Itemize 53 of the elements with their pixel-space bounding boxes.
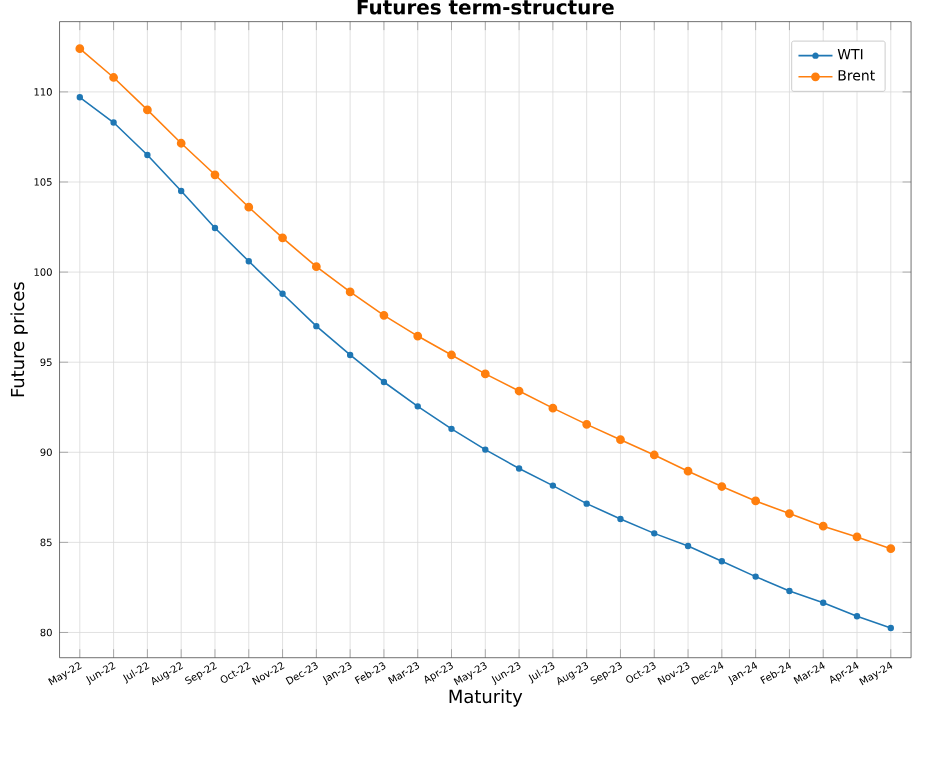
y-axis-title: Future prices bbox=[10, 281, 28, 397]
point bbox=[211, 224, 219, 231]
chart-title: Futures term-structure bbox=[357, 0, 614, 15]
point bbox=[244, 202, 254, 212]
point bbox=[447, 350, 456, 360]
point bbox=[548, 403, 558, 413]
point bbox=[278, 233, 287, 242]
point bbox=[482, 446, 489, 453]
point bbox=[649, 450, 659, 460]
point bbox=[311, 262, 321, 271]
point bbox=[176, 138, 186, 148]
point bbox=[380, 378, 388, 385]
point bbox=[786, 587, 793, 594]
point bbox=[414, 402, 421, 410]
point bbox=[313, 322, 320, 330]
point bbox=[684, 542, 692, 549]
point bbox=[853, 612, 861, 620]
point bbox=[785, 508, 794, 518]
point bbox=[144, 151, 151, 158]
point bbox=[279, 290, 286, 297]
point bbox=[886, 544, 896, 553]
point bbox=[448, 425, 455, 432]
point bbox=[616, 435, 625, 444]
point bbox=[717, 481, 727, 491]
point bbox=[76, 93, 84, 101]
point bbox=[549, 482, 557, 489]
point bbox=[651, 529, 658, 537]
point bbox=[379, 310, 389, 320]
point bbox=[718, 557, 726, 565]
point bbox=[617, 515, 624, 522]
point bbox=[887, 624, 894, 631]
point bbox=[818, 521, 828, 531]
point bbox=[245, 257, 252, 265]
point bbox=[346, 351, 354, 358]
point bbox=[143, 105, 152, 115]
point bbox=[583, 500, 590, 507]
point bbox=[514, 386, 524, 396]
point bbox=[413, 331, 423, 341]
point bbox=[683, 466, 693, 476]
point bbox=[110, 119, 117, 126]
point bbox=[210, 170, 220, 179]
point bbox=[177, 187, 185, 194]
point bbox=[75, 43, 85, 53]
point bbox=[752, 573, 759, 580]
point bbox=[345, 287, 355, 297]
point bbox=[852, 532, 862, 542]
x-axis-title: Maturity bbox=[449, 689, 523, 707]
point bbox=[582, 419, 592, 429]
point bbox=[820, 599, 827, 606]
point bbox=[480, 369, 490, 379]
point bbox=[515, 465, 523, 472]
point bbox=[109, 72, 118, 82]
point bbox=[751, 496, 761, 506]
